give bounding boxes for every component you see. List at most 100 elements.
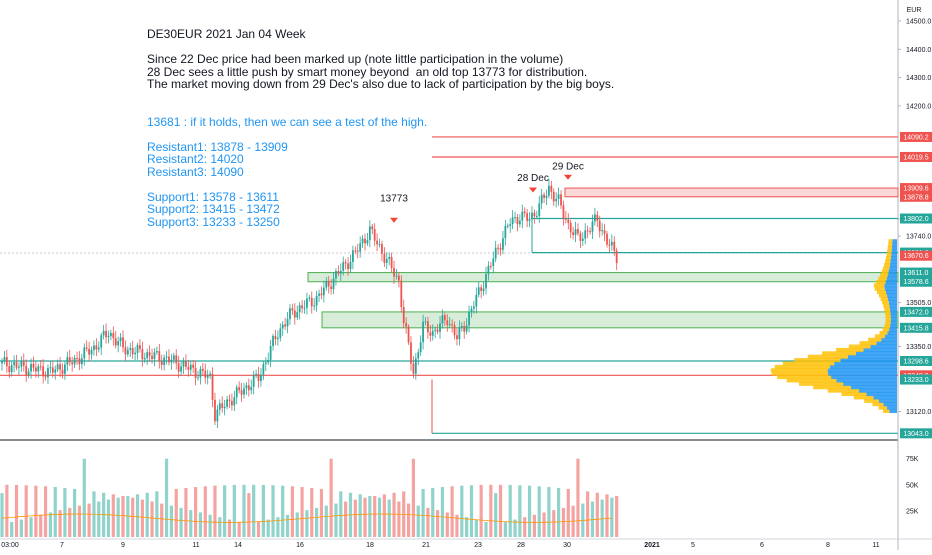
profile-bar-down [882,300,889,305]
candle-body [497,247,499,249]
candle-body [163,357,166,366]
candle-body [608,244,611,246]
note-gap [147,178,614,191]
volume-bar [513,519,517,537]
note-support-1: Support1: 13578 - 13611 [147,189,279,204]
candle-body [250,386,253,391]
candle-body [13,362,15,366]
candle-body [601,230,604,232]
y-tick-label: 14500.0 [906,18,931,25]
candle-body [417,352,420,359]
candle-body [197,377,199,379]
profile-bar-up [878,398,897,403]
note-title: DE30EUR 2021 Jan 04 Week [147,27,306,41]
volume-bar [135,494,140,537]
candle-body [107,336,110,338]
profile-bar-down [888,239,893,244]
profile-bar-up [855,351,897,356]
candle-body [315,295,318,306]
candle-body [170,359,173,363]
profile-bar-up [885,279,897,284]
price-tag [900,183,932,194]
candle-body [419,342,422,353]
profile-bar-up [881,337,897,342]
volume-bar [237,522,241,537]
candle-body [550,185,553,192]
volume-bar [382,494,386,537]
candle-body [80,358,83,365]
candle-body [301,305,303,309]
candle-body [201,368,204,371]
candle-body [514,217,516,219]
profile-bar-up [886,276,897,281]
candle-body [243,388,245,395]
candle-body [199,368,202,378]
candle-body [221,403,224,409]
profile-bar-down [878,405,887,410]
chart-notes: DE30EUR 2021 Jan 04 Week Since 22 Dec pri… [147,28,614,228]
note-resistant-3: Resistant3: 14090 [147,164,244,179]
volume-bar [494,493,498,537]
candle-body [545,195,548,198]
volume-bar [547,487,551,537]
candle-body [102,330,105,336]
candle-body [238,387,241,391]
candle-body [5,357,8,367]
candle-body [327,280,330,287]
volume-bar [586,491,590,537]
candle-body [276,337,279,340]
candle-body [468,312,470,326]
volume-bar [247,493,251,537]
candle-body [422,321,424,343]
price-tag [900,250,932,261]
candle-body [502,238,504,250]
candle-body [88,348,91,355]
candle-body [531,212,533,220]
volume-bar [566,488,570,537]
x-tick-label: 18 [366,542,374,549]
profile-bar-down [888,242,893,247]
candle-body [54,369,57,373]
time-axis[interactable]: 03:00 7 9 11 14 16 18 21 23 28 30 2021 5 6 8 11 [1,542,879,549]
candle-body [228,399,231,401]
profile-bar-up [890,313,897,318]
price-tag [900,306,932,317]
volume-tick-label: 25K [906,508,919,515]
candle-body [134,352,136,355]
candle-body [516,217,519,225]
candle-body [492,258,495,266]
candle-body [34,367,37,372]
profile-bar-up [890,320,897,325]
volume-bar [271,485,275,537]
candle-body [598,220,601,232]
candle-body [376,240,378,245]
profile-bar-up [890,317,897,322]
candle-body [100,335,103,348]
profile-bar-down [813,385,851,390]
price-axis[interactable]: EUR14500.014400.014300.014200.013800.013… [898,7,932,515]
volume-bar [460,485,464,537]
candle-body [460,326,463,328]
candle-body [131,348,134,355]
y-tick-label: 14300.0 [906,75,931,82]
candle-body [209,373,212,376]
candle-body [434,329,437,331]
volume-bar [150,501,154,537]
candle-body [606,233,608,245]
volume-bars [0,458,619,537]
x-tick-label: 11 [192,542,199,549]
currency-label: EUR [907,7,922,14]
candle-body [73,358,76,365]
candle-body [1,360,3,364]
volume-bar [131,497,135,537]
volume-bar [266,519,270,537]
volume-bar [14,484,19,537]
profile-bar-down [799,381,844,386]
price-tag-label: 13298.6 [903,358,928,365]
volume-bar [126,495,130,537]
candle-body [613,241,616,251]
price-tag [900,374,932,385]
profile-bar-up [866,392,897,397]
